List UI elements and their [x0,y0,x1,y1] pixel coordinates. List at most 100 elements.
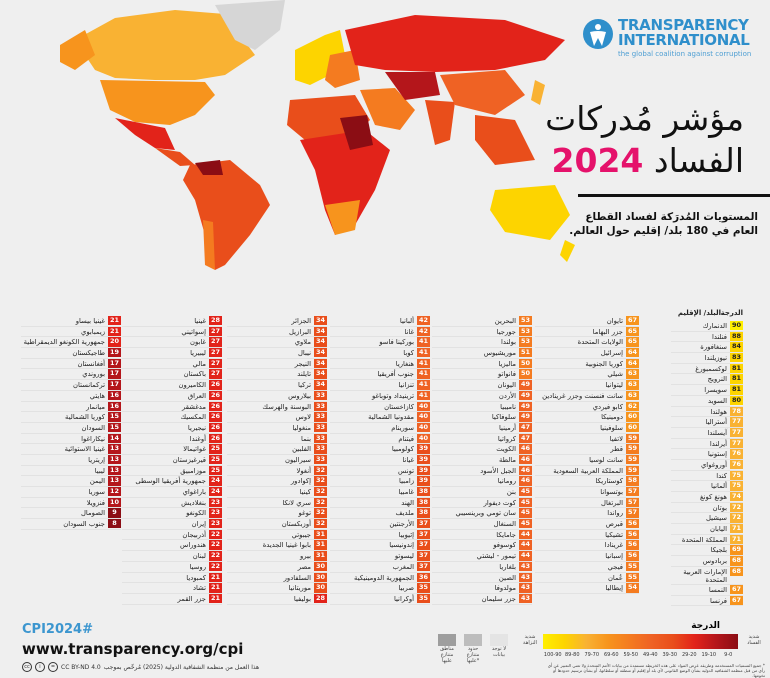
score-badge: 34 [314,337,327,347]
country-name: كندا [716,471,727,480]
country-name: زامبيا [399,477,414,486]
table-row: 37 إندونيسيا [330,540,430,552]
country-name: كوت ديفوار [483,498,516,507]
country-name: فرنسا [709,596,727,605]
legend-disputed-areas: مناطق متنازع عليها [436,634,458,664]
score-badge: 51 [519,348,532,358]
country-name: عُمان [607,573,623,582]
table-row: 21 تشاد [122,583,222,594]
table-row: 47 كرواتيا [432,433,532,445]
table-row: 38 ملديف [330,508,430,520]
score-badge: 19 [108,348,121,358]
country-name: ألمانيا [711,482,727,491]
table-row: 17 تركمانستان [21,380,121,391]
country-name: فيتنام [398,434,414,443]
country-name: السويد [708,396,727,405]
table-row: 34 الجزائر [227,316,327,327]
score-badge: 33 [314,422,327,433]
score-badge: 20 [108,337,121,347]
map-central-asia [385,72,440,100]
country-name: ترينيداد وتوباغو [372,391,414,400]
table-row: 43 بلغاريا [432,561,532,573]
country-name: إكوادور [290,477,311,486]
score-badge: 26 [209,412,222,422]
score-badge: 63 [626,369,639,379]
country-name: موريتانيا [288,584,311,593]
country-name: إستونيا [707,450,727,459]
table-row: 23 بنغلاديش [122,497,222,509]
country-name: قيرغيزستان [172,455,206,464]
country-name: سانت فنسنت وجزر غرينادين [542,391,623,400]
score-badge: 37 [417,551,430,561]
score-badge: 12 [108,487,121,497]
score-badge: 81 [730,385,743,395]
score-badge: 88 [730,331,743,342]
score-badge: 21 [209,593,222,604]
country-name: غامبيا [398,488,414,496]
country-name: غرينادا [604,541,623,550]
country-name: فنلندا [711,332,727,341]
license-text: هذا العمل من منظمة الشفافية الدولية (202… [103,663,260,671]
country-name: السلفادور [283,573,311,582]
country-name: ألبانيا [399,317,414,325]
table-row: 63 سانت فنسنت وجزر غرينادين [535,390,639,402]
table-row: 22 هندوراس [122,540,222,552]
country-name: بنن [506,488,516,496]
score-badge: 21 [108,326,121,337]
score-column: 21 غينيا بيساو 21 زيمبابوي 20 جمهورية الكونغو… [21,316,121,530]
country-name: لبنان [192,552,206,561]
title-text: الفساد [653,141,744,180]
country-name: جنوب السودان [63,520,105,529]
score-badge: 32 [314,476,327,486]
country-name: إثيوبيا [398,530,414,539]
table-row: 27 ليبيريا [122,348,222,359]
country-name: بوروندي [82,370,105,379]
website-link[interactable]: www.transparency.org/cpi [22,640,244,658]
country-name: العراق [187,391,206,400]
legend-color-scale [543,634,738,649]
score-badge: 44 [519,540,532,550]
country-name: ماليزيا [498,359,516,368]
score-badge: 27 [209,369,222,379]
table-row: 23 الكونغو [122,508,222,520]
table-row: 75 كندا [671,470,743,482]
table-row: 34 البرازيل [227,326,327,338]
map-usa [100,80,215,125]
country-name: إسواتيني [181,327,206,336]
table-row: 12 سوريا [21,487,121,498]
score-badge: 26 [209,390,222,401]
country-name: كمبوديا [186,573,206,582]
country-name: جمهورية الكونغو الديمقراطية [23,338,105,347]
table-row: 33 الفلبين [227,444,327,455]
table-row: 59 قطر [535,444,639,455]
score-badge: 76 [730,459,743,470]
country-name: أيرلندا [709,439,727,448]
table-row: 45 بنن [432,487,532,498]
score-badge: 25 [209,454,222,465]
score-badge: 30 [314,561,327,572]
table-row: 46 رومانيا [432,476,532,487]
country-name: بوتسوانا [600,488,623,496]
country-name: النرويج [707,375,727,384]
country-name: آيسلندا [707,428,727,437]
score-badge: 46 [519,465,532,476]
country-name: تركيا [298,381,311,390]
ti-globe-icon [583,19,613,49]
score-badge: 9 [108,508,121,518]
country-name: المملكة العربية السعودية [553,466,623,475]
score-badge: 40 [417,433,430,443]
legend-very-corrupt: شديد الفساد [747,634,761,646]
score-badge: 76 [730,449,743,459]
table-row: 49 سلوفاكيا [432,412,532,423]
table-row: 36 الجمهورية الدومينيكية [330,572,430,584]
country-name: السودان [81,423,105,432]
score-badge: 68 [730,566,743,577]
legend-range: 19-10 [701,652,717,658]
score-badge: 27 [209,348,222,358]
country-name: بلغاريا [499,562,516,571]
country-name: غينيا [194,317,206,325]
score-badge: 28 [209,316,222,326]
country-name: تشاد [192,584,206,593]
country-name: نيكاراغوا [81,434,105,443]
score-badge: 75 [730,470,743,481]
